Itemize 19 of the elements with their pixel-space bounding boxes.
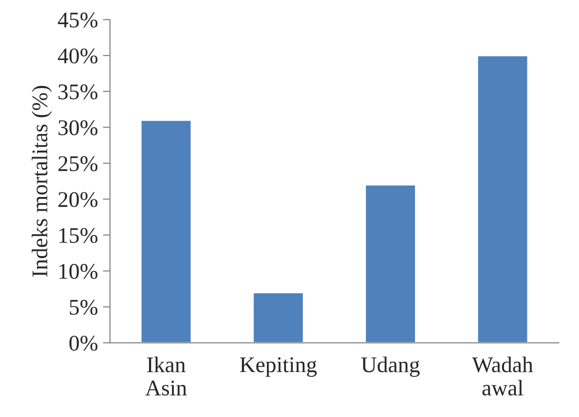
bar xyxy=(364,184,416,343)
y-tick-label: 45% xyxy=(58,12,98,28)
y-axis-title: Indeks mortalitas (%) xyxy=(32,86,52,277)
x-tick-label: Ikan Asin xyxy=(145,356,187,396)
y-tick-label: 0% xyxy=(69,336,98,351)
y-tick-label: 15% xyxy=(59,228,98,244)
bar xyxy=(476,54,529,343)
x-tick-label: Kepiting xyxy=(240,357,317,377)
y-tick-label: 35% xyxy=(58,84,98,100)
y-tick-label: 30% xyxy=(58,120,98,136)
y-tick-label: 20% xyxy=(58,192,98,208)
x-tick-label: Udang xyxy=(361,356,420,377)
bar xyxy=(252,292,304,343)
y-tick-label: 5% xyxy=(70,300,98,315)
y-tick-label: 10% xyxy=(59,264,98,279)
y-tick-label: 25% xyxy=(58,156,98,172)
bar xyxy=(140,119,192,343)
y-tick-label: 40% xyxy=(58,48,98,64)
x-tick-label: Wadah awal xyxy=(472,356,533,396)
